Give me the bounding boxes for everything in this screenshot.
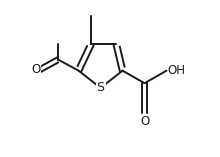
Text: S: S — [97, 81, 104, 94]
Text: O: O — [140, 115, 149, 128]
Text: OH: OH — [167, 64, 185, 77]
Text: O: O — [31, 63, 40, 76]
